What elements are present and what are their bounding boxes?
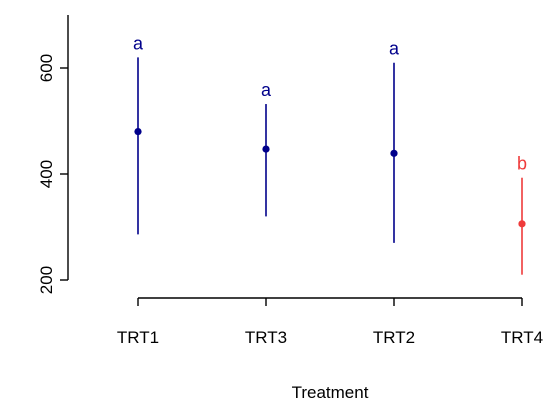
y-tick-label: 600 — [37, 54, 56, 82]
y-axis: 200 400 600 — [37, 15, 69, 294]
x-tick-label: TRT1 — [117, 328, 159, 347]
mean-point — [134, 128, 142, 136]
group-letter: a — [389, 39, 400, 59]
x-tick-label: TRT2 — [373, 328, 415, 347]
mean-point — [262, 145, 270, 153]
y-tick-label: 400 — [37, 160, 56, 188]
group-letter: a — [133, 33, 144, 53]
chart-marks: a a a b — [133, 33, 527, 275]
y-tick-label: 200 — [37, 266, 56, 294]
group-letter: a — [261, 80, 272, 100]
x-tick-label: TRT3 — [245, 328, 287, 347]
mean-point — [518, 220, 526, 228]
x-tick-label: TRT4 — [501, 328, 543, 347]
mean-point — [390, 149, 398, 157]
group-letter: b — [517, 154, 527, 174]
x-axis-title: Treatment — [292, 383, 369, 402]
x-axis: TRT1 TRT3 TRT2 TRT4 — [117, 297, 543, 347]
